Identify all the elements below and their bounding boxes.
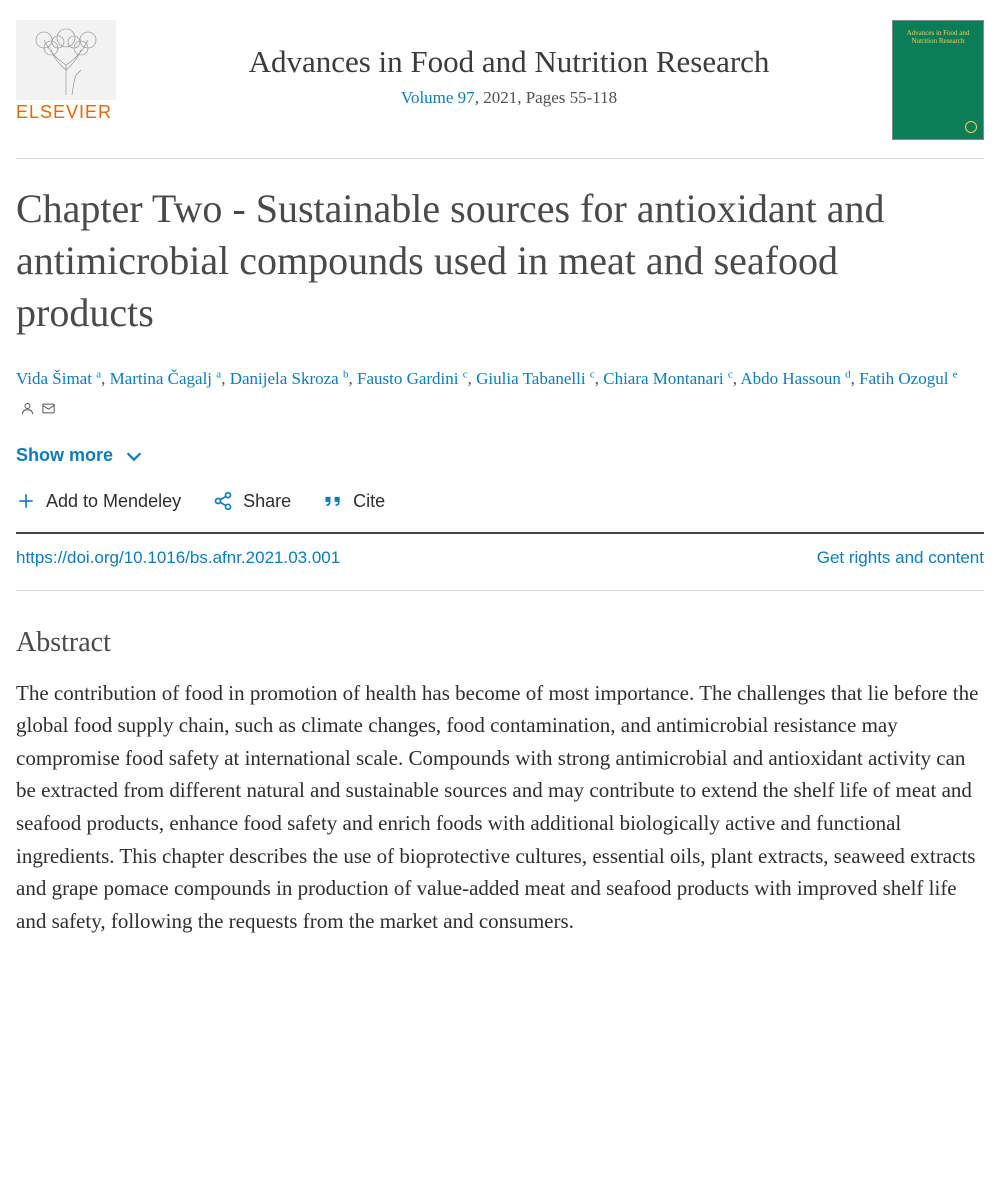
author-link[interactable]: Fatih Ozogul e — [859, 369, 957, 388]
person-icon[interactable] — [20, 401, 35, 416]
abstract-text: The contribution of food in promotion of… — [16, 677, 984, 937]
elsevier-logo[interactable]: ELSEVIER — [16, 20, 126, 123]
chevron-down-icon — [123, 445, 145, 467]
cite-label: Cite — [353, 491, 385, 512]
share-button[interactable]: Share — [213, 491, 291, 512]
elsevier-tree-icon — [16, 20, 116, 100]
mendeley-label: Add to Mendeley — [46, 491, 181, 512]
author-link[interactable]: Vida Šimat a — [16, 369, 101, 388]
share-icon — [213, 491, 233, 511]
plus-icon — [16, 491, 36, 511]
author-link[interactable]: Giulia Tabanelli c — [476, 369, 595, 388]
publication-info: Advances in Food and Nutrition Research … — [156, 20, 862, 108]
cover-title: Advances in Food and Nutrition Research — [893, 21, 983, 54]
author-link[interactable]: Chiara Montanari c — [603, 369, 733, 388]
doi-link[interactable]: https://doi.org/10.1016/bs.afnr.2021.03.… — [16, 548, 340, 568]
volume-link[interactable]: Volume 97 — [401, 88, 475, 107]
year-pages: , 2021, Pages 55-118 — [475, 88, 617, 107]
show-more-button[interactable]: Show more — [16, 445, 984, 467]
quote-icon — [323, 491, 343, 511]
abstract-heading: Abstract — [16, 627, 984, 659]
author-link[interactable]: Fausto Gardini c — [357, 369, 468, 388]
publication-meta: Volume 97, 2021, Pages 55-118 — [156, 88, 862, 108]
rights-link[interactable]: Get rights and content — [817, 548, 984, 568]
author-link[interactable]: Abdo Hassoun d — [740, 369, 850, 388]
article-title: Chapter Two - Sustainable sources for an… — [16, 183, 984, 339]
publication-header: ELSEVIER Advances in Food and Nutrition … — [16, 20, 984, 159]
journal-title[interactable]: Advances in Food and Nutrition Research — [156, 44, 862, 80]
elsevier-wordmark: ELSEVIER — [16, 102, 126, 123]
add-to-mendeley-button[interactable]: Add to Mendeley — [16, 491, 181, 512]
author-list: Vida Šimat a, Martina Čagalj a, Danijela… — [16, 365, 984, 423]
doi-row: https://doi.org/10.1016/bs.afnr.2021.03.… — [16, 548, 984, 591]
journal-cover[interactable]: Advances in Food and Nutrition Research — [892, 20, 984, 140]
show-more-label: Show more — [16, 445, 113, 466]
action-bar: Add to Mendeley Share Cite — [16, 491, 984, 534]
share-label: Share — [243, 491, 291, 512]
cover-logo-icon — [965, 121, 977, 133]
mail-icon[interactable] — [41, 401, 56, 416]
author-link[interactable]: Danijela Skroza b — [230, 369, 349, 388]
author-link[interactable]: Martina Čagalj a — [110, 369, 222, 388]
cite-button[interactable]: Cite — [323, 491, 385, 512]
